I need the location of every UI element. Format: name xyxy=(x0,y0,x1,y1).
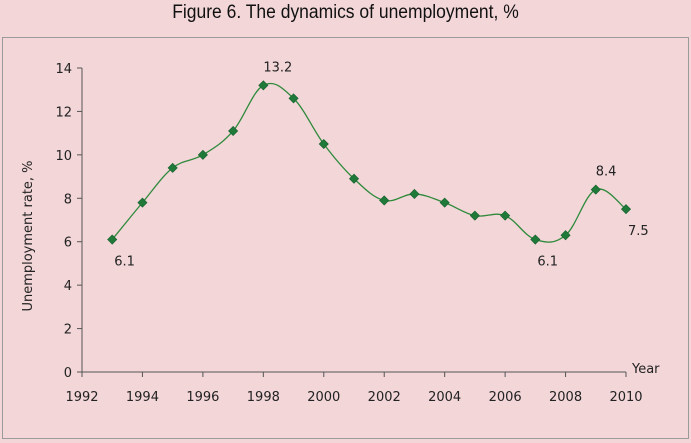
series-line xyxy=(111,82,627,243)
series-group xyxy=(107,80,632,245)
data-point-marker xyxy=(469,210,480,221)
y-axis-label: Unemployment rate, % xyxy=(21,160,36,311)
y-tick-label: 2 xyxy=(64,323,72,338)
x-tick-label: 2008 xyxy=(549,390,582,405)
data-point-marker xyxy=(439,197,450,208)
y-tick-label: 10 xyxy=(55,149,72,164)
data-point-marker xyxy=(167,162,178,173)
x-axis-label: Year xyxy=(631,362,660,377)
y-tick-label: 4 xyxy=(64,279,72,294)
x-tick-label: 2010 xyxy=(609,390,642,405)
y-tick-label: 0 xyxy=(64,366,72,381)
data-point-marker xyxy=(530,234,541,245)
data-point-marker xyxy=(228,125,239,136)
data-label: 6.1 xyxy=(114,255,135,270)
y-tick-label: 14 xyxy=(55,62,72,77)
x-tick-label: 1996 xyxy=(186,390,219,405)
y-tick-label: 8 xyxy=(64,192,72,207)
data-label: 13.2 xyxy=(263,60,292,75)
x-tick-label: 1994 xyxy=(126,390,159,405)
data-point-marker xyxy=(137,197,148,208)
x-tick-label: 2006 xyxy=(489,390,522,405)
x-tick-label: 1998 xyxy=(247,390,280,405)
data-point-marker xyxy=(409,188,420,199)
data-point-marker xyxy=(620,204,632,215)
data-point-marker xyxy=(107,234,118,245)
data-point-marker xyxy=(197,149,208,160)
data-point-marker xyxy=(379,195,390,206)
y-tick-label: 6 xyxy=(64,236,72,251)
data-label: 7.5 xyxy=(628,224,649,239)
data-labels: 6.1 13.2 6.1 8.4 7.5 xyxy=(114,60,648,269)
data-point-marker xyxy=(590,184,601,195)
data-point-marker xyxy=(500,210,511,221)
x-tick-label: 2000 xyxy=(307,390,340,405)
x-tick-label: 2004 xyxy=(428,390,461,405)
x-tick-label: 1992 xyxy=(65,390,98,405)
data-point-marker xyxy=(318,138,329,150)
y-tick-label: 12 xyxy=(55,105,72,120)
data-point-marker xyxy=(288,93,299,104)
data-label: 8.4 xyxy=(596,165,617,180)
axes: 0 2 4 6 8 10 12 14 1992 1994 1996 1998 2000 2002 2004 2… xyxy=(55,62,642,405)
x-tick-label: 2002 xyxy=(368,390,401,405)
data-point-marker xyxy=(560,230,571,241)
figure-title: Figure 6. The dynamics of unemployment, … xyxy=(172,2,519,23)
data-point-marker xyxy=(258,80,269,91)
data-label: 6.1 xyxy=(537,255,558,270)
data-point-marker xyxy=(348,173,360,184)
